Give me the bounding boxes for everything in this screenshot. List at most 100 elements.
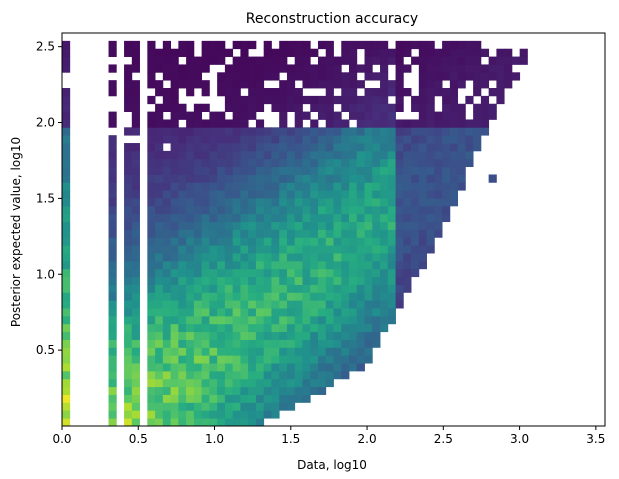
heatmap-cell (124, 386, 133, 395)
heatmap-cell (209, 323, 218, 333)
heatmap-cell (124, 308, 133, 317)
heatmap-cell (178, 80, 187, 89)
heatmap-cell (349, 284, 358, 293)
heatmap-cell (442, 182, 451, 191)
heatmap-cell (232, 355, 241, 364)
heatmap-cell (193, 253, 203, 262)
heatmap-cell (488, 64, 497, 73)
heatmap-cell (124, 174, 133, 183)
heatmap-cell (131, 370, 140, 380)
heatmap-cell (232, 40, 241, 50)
heatmap-cell (170, 402, 179, 411)
heatmap-cell (263, 143, 272, 152)
heatmap-cell (201, 292, 210, 301)
heatmap-cell (364, 300, 373, 309)
heatmap-cell (217, 323, 226, 333)
heatmap-cell (411, 135, 420, 144)
heatmap-cell (209, 237, 218, 246)
heatmap-cell (178, 331, 187, 340)
heatmap-cell (317, 308, 327, 317)
heatmap-cell (271, 363, 280, 372)
y-tick-label: 0.5 (36, 343, 55, 357)
heatmap-cell (349, 143, 358, 152)
heatmap-cell (263, 276, 272, 285)
heatmap-cell (217, 363, 226, 372)
heatmap-cell (186, 268, 195, 278)
heatmap-cell (286, 237, 296, 246)
heatmap-cell (162, 260, 171, 270)
heatmap-cell (108, 135, 117, 144)
heatmap-cell (380, 221, 389, 230)
heatmap-cell (411, 174, 420, 183)
heatmap-cell (62, 40, 71, 50)
heatmap-cell (403, 166, 412, 175)
heatmap-cell (147, 56, 156, 65)
heatmap-cell (449, 174, 459, 183)
heatmap-cell (170, 323, 179, 333)
heatmap-cell (449, 190, 459, 199)
heatmap-cell (341, 308, 350, 317)
heatmap-cell (434, 198, 443, 207)
heatmap-cell (294, 386, 303, 395)
heatmap-cell (209, 339, 218, 348)
heatmap-cell (286, 135, 296, 144)
heatmap-cell (240, 276, 249, 285)
heatmap-cell (333, 80, 342, 89)
heatmap-cell (349, 80, 358, 89)
heatmap-cell (178, 386, 187, 395)
heatmap-cell (426, 174, 435, 183)
heatmap-cell (442, 150, 451, 160)
heatmap-cell (310, 339, 319, 348)
heatmap-cell (170, 143, 179, 152)
heatmap-cell (224, 260, 234, 270)
heatmap-cell (108, 268, 117, 278)
heatmap-cell (248, 292, 257, 301)
heatmap-cell (286, 64, 296, 73)
heatmap-cell (380, 205, 389, 215)
heatmap-cell (317, 166, 327, 175)
heatmap-cell (442, 135, 451, 144)
heatmap-cell (372, 103, 381, 112)
heatmap-cell (364, 64, 373, 73)
heatmap-cell (240, 158, 249, 168)
heatmap-cell (395, 174, 404, 183)
heatmap-cell (271, 355, 280, 364)
heatmap-cell (449, 198, 459, 207)
heatmap-cell (193, 111, 203, 120)
heatmap-cell (147, 260, 156, 270)
heatmap-cell (310, 347, 319, 356)
heatmap-cell (333, 323, 342, 333)
heatmap-cell (418, 190, 427, 199)
heatmap-cell (356, 127, 365, 136)
heatmap-cell (124, 410, 133, 419)
heatmap-cell (240, 402, 249, 411)
heatmap-cell (333, 143, 342, 152)
heatmap-cell (147, 127, 156, 136)
heatmap-cell (209, 363, 218, 372)
heatmap-cell (395, 182, 404, 191)
heatmap-cell (403, 221, 412, 230)
heatmap-cell (248, 40, 257, 50)
heatmap-cell (263, 300, 272, 309)
heatmap-cell (240, 135, 249, 144)
heatmap-cell (426, 72, 435, 81)
heatmap-cell (209, 221, 218, 230)
heatmap-cell (341, 103, 350, 112)
heatmap-cell (294, 221, 303, 230)
heatmap-cell (364, 355, 373, 364)
heatmap-cell (240, 363, 249, 372)
heatmap-cell (511, 72, 521, 81)
heatmap-cell (162, 394, 171, 403)
heatmap-cell (155, 64, 164, 73)
heatmap-cell (240, 80, 249, 89)
heatmap-cell (457, 80, 466, 89)
heatmap-cell (286, 331, 296, 340)
heatmap-cell (418, 260, 427, 270)
heatmap-cell (232, 166, 241, 175)
heatmap-cell (124, 80, 133, 89)
heatmap-cell (255, 213, 265, 223)
heatmap-cell (380, 315, 389, 325)
heatmap-cell (279, 292, 288, 301)
heatmap-cell (387, 221, 396, 230)
